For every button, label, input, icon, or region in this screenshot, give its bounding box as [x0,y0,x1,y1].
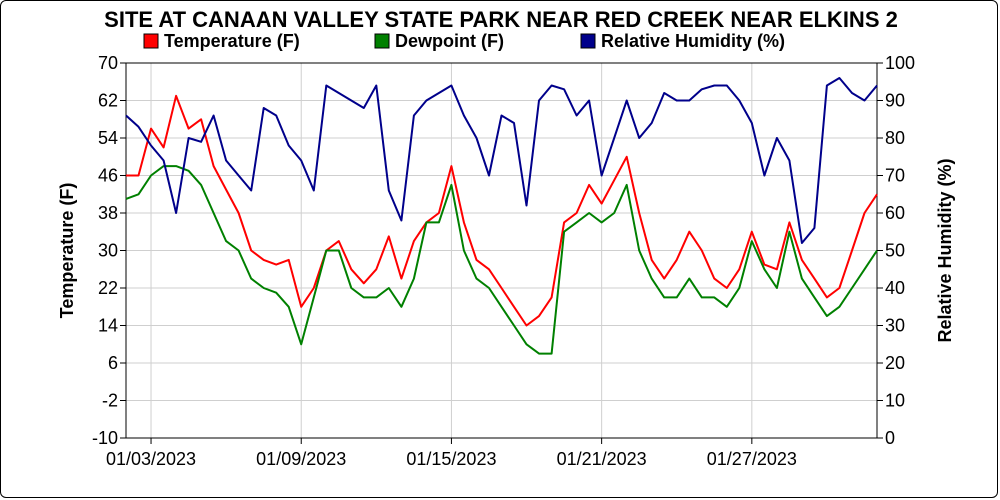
series-layer [125,77,878,355]
y-tick-label-right: 20 [885,353,905,373]
legend-label: Temperature (F) [164,31,300,51]
y-tick-label-right: 30 [885,316,905,336]
legend: Temperature (F) Dewpoint (F) Relative Humi… [143,31,785,51]
y-tick-label-right: 60 [885,203,905,223]
y-tick-label-left: 70 [98,53,118,73]
y-tick-label-left: 62 [98,91,118,111]
y-axis-label-right: Relative Humidity (%) [935,158,955,342]
y-tick-label-left: 14 [98,316,118,336]
legend-label: Dewpoint (F) [395,31,504,51]
y-tick-label-right: 100 [885,53,915,73]
legend-swatch [374,33,390,49]
y-tick-label-right: 90 [885,91,905,111]
y-tick-label-left: 30 [98,241,118,261]
y-tick-label-left: 38 [98,203,118,223]
y-tick-label-left: 6 [108,353,118,373]
series-line-relative-humidity [125,77,878,244]
x-tick-label: 01/21/2023 [557,449,647,469]
y-tick-label-right: 70 [885,166,905,186]
y-tick-label-left: 22 [98,278,118,298]
y-tick-label-right: 80 [885,128,905,148]
y-tick-label-right: 50 [885,241,905,261]
x-tick-label: 01/27/2023 [707,449,797,469]
chart-title: SITE AT CANAAN VALLEY STATE PARK NEAR RE… [104,7,898,32]
y-tick-label-right: 40 [885,278,905,298]
y-tick-label-right: 10 [885,391,905,411]
y-tick-label-right: 0 [885,428,895,448]
series-line-dewpoint [125,165,878,355]
legend-swatch [580,33,596,49]
legend-swatch [143,33,159,49]
legend-label: Relative Humidity (%) [601,31,785,51]
y-tick-label-left: 46 [98,166,118,186]
x-tick-label: 01/09/2023 [256,449,346,469]
x-tick-label: 01/15/2023 [406,449,496,469]
series-line-temperature [126,94,878,327]
y-tick-label-left: -2 [102,391,118,411]
y-tick-label-left: -10 [92,428,118,448]
y-tick-label-left: 54 [98,128,118,148]
axes: -10 -2 6 14 22 30 38 46 54 62 70 0 10 20 30 40 50 60 70 80 9… [92,53,915,469]
x-tick-label: 01/03/2023 [106,449,196,469]
y-axis-label-left: Temperature (F) [57,183,77,319]
